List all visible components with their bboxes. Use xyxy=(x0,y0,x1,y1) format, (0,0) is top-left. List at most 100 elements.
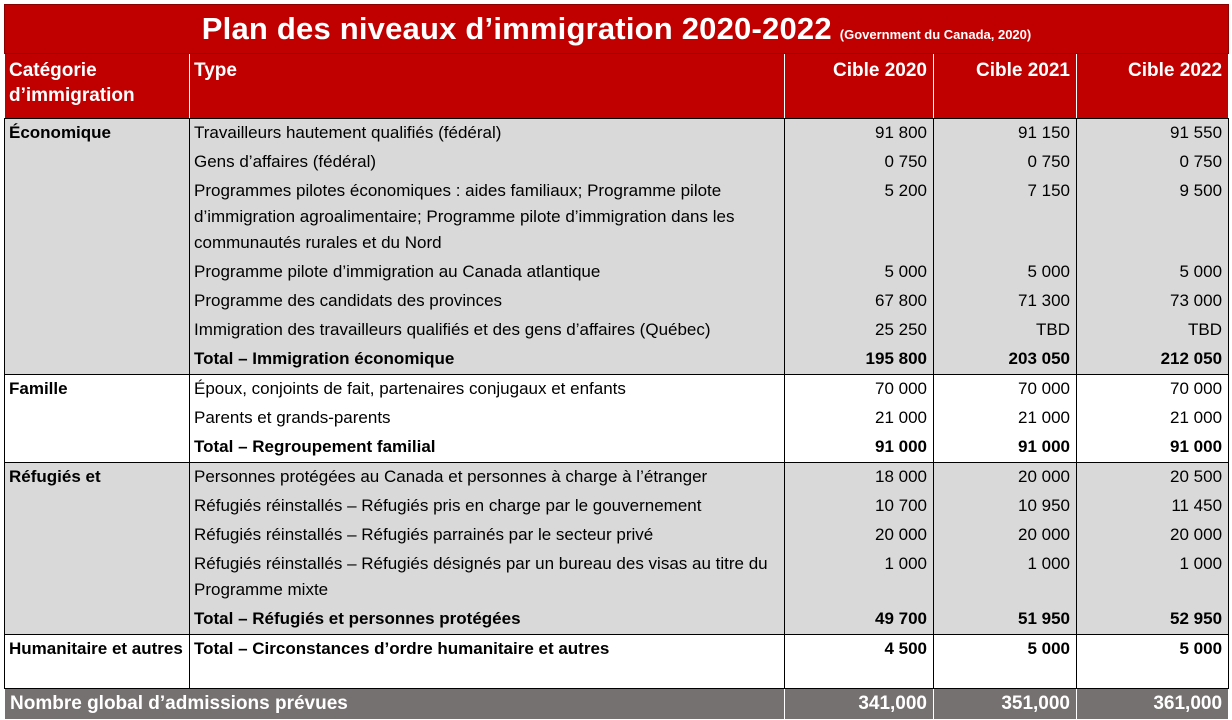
table-row: Réfugiés et Personnes protégées au Canad… xyxy=(4,462,1230,635)
value-2021: 71 300 xyxy=(933,287,1077,316)
category-cell: Réfugiés et xyxy=(4,462,190,635)
type-cell: Réfugiés réinstallés – Réfugiés pris en … xyxy=(189,492,785,521)
value-2022: 20 500 xyxy=(1075,462,1230,492)
table-row: Programmes pilotes économiques : aides f… xyxy=(5,177,1230,258)
value-2022: 73 000 xyxy=(1075,287,1230,316)
table-row: Programme des candidats des provinces 67… xyxy=(5,287,1230,316)
table-row: Famille Époux, conjoints de fait, parten… xyxy=(4,374,1230,463)
total-label: Total – Regroupement familial xyxy=(189,433,785,463)
type-cell: Personnes protégées au Canada et personn… xyxy=(189,462,785,492)
table-source: (Government du Canada, 2020) xyxy=(839,27,1032,42)
type-cell: Travailleurs hautement qualifiés (fédéra… xyxy=(189,118,785,148)
value-2020: 21 000 xyxy=(784,404,934,433)
value-2021: 20 000 xyxy=(933,521,1077,550)
header-type: Type xyxy=(189,53,785,119)
value-2021: 10 950 xyxy=(933,492,1077,521)
value-2020: 5 000 xyxy=(784,258,934,287)
value-2022: 70 000 xyxy=(1075,374,1230,404)
value-2020: 10 700 xyxy=(784,492,934,521)
total-row: Humanitaire et autres Total – Circonstan… xyxy=(4,634,1230,689)
table-row: Immigration des travailleurs qualifiés e… xyxy=(5,316,1230,345)
header-cible-2021: Cible 2021 xyxy=(933,53,1077,119)
value-2022: 0 750 xyxy=(1075,148,1230,177)
footer-2021: 351,000 xyxy=(933,688,1077,720)
total-2020: 4 500 xyxy=(784,634,934,689)
table-row: Réfugiés réinstallés – Réfugiés désignés… xyxy=(5,550,1230,605)
value-2022: 1 000 xyxy=(1075,550,1230,605)
total-2020: 195 800 xyxy=(784,345,934,375)
type-cell: Parents et grands-parents xyxy=(189,404,785,433)
total-row: Total – Immigration économique 195 800 2… xyxy=(5,345,1230,375)
value-2021: 0 750 xyxy=(933,148,1077,177)
category-cell: Famille xyxy=(4,374,190,463)
value-2020: 20 000 xyxy=(784,521,934,550)
footer-row: Nombre global d’admissions prévues 341,0… xyxy=(4,688,1230,720)
title-row: Plan des niveaux d’immigration 2020-2022… xyxy=(3,4,1230,54)
table-row: Programme pilote d’immigration au Canada… xyxy=(5,258,1230,287)
value-2020: 70 000 xyxy=(784,374,934,404)
value-2021: 5 000 xyxy=(933,258,1077,287)
value-2021: 7 150 xyxy=(933,177,1077,258)
value-2021: 20 000 xyxy=(933,462,1077,492)
type-cell: Réfugiés réinstallés – Réfugiés désignés… xyxy=(189,550,785,605)
value-2021: 21 000 xyxy=(933,404,1077,433)
type-cell: Programme pilote d’immigration au Canada… xyxy=(189,258,785,287)
value-2020: 5 200 xyxy=(784,177,934,258)
table-title: Plan des niveaux d’immigration 2020-2022 xyxy=(201,11,832,46)
value-2022: 5 000 xyxy=(1075,258,1230,287)
type-cell: Époux, conjoints de fait, partenaires co… xyxy=(189,374,785,404)
total-2022: 52 950 xyxy=(1075,605,1230,635)
value-2020: 18 000 xyxy=(784,462,934,492)
table-row: Réfugiés réinstallés – Réfugiés parrainé… xyxy=(5,521,1230,550)
immigration-levels-table: Plan des niveaux d’immigration 2020-2022… xyxy=(3,4,1230,720)
value-2022: 20 000 xyxy=(1075,521,1230,550)
total-2022: 5 000 xyxy=(1075,634,1230,689)
type-cell: Immigration des travailleurs qualifiés e… xyxy=(189,316,785,345)
total-2021: 5 000 xyxy=(933,634,1077,689)
footer-2022: 361,000 xyxy=(1075,688,1230,720)
category-cell: Économique xyxy=(4,118,190,375)
value-2022: 91 550 xyxy=(1075,118,1230,148)
total-2020: 49 700 xyxy=(784,605,934,635)
value-2020: 67 800 xyxy=(784,287,934,316)
total-row: Total – Regroupement familial 91 000 91 … xyxy=(5,433,1230,463)
total-2020: 91 000 xyxy=(784,433,934,463)
header-cible-2022: Cible 2022 xyxy=(1075,53,1230,119)
value-2022: 9 500 xyxy=(1075,177,1230,258)
value-2021: 70 000 xyxy=(933,374,1077,404)
title-cell: Plan des niveaux d’immigration 2020-2022… xyxy=(3,4,1230,54)
type-cell: Réfugiés réinstallés – Réfugiés parrainé… xyxy=(189,521,785,550)
type-cell: Programme des candidats des provinces xyxy=(189,287,785,316)
header-row: Catégorie d’immigration Type Cible 2020 … xyxy=(4,53,1230,119)
table-row: Parents et grands-parents 21 000 21 000 … xyxy=(5,404,1230,433)
total-label: Total – Réfugiés et personnes protégées xyxy=(189,605,785,635)
total-2022: 91 000 xyxy=(1075,433,1230,463)
table-row: Gens d’affaires (fédéral) 0 750 0 750 0 … xyxy=(5,148,1230,177)
value-2021: 1 000 xyxy=(933,550,1077,605)
value-2020: 0 750 xyxy=(784,148,934,177)
header-category: Catégorie d’immigration xyxy=(4,53,190,119)
footer-label: Nombre global d’admissions prévues xyxy=(4,688,785,720)
total-2021: 91 000 xyxy=(933,433,1077,463)
total-2021: 51 950 xyxy=(933,605,1077,635)
header-cible-2020: Cible 2020 xyxy=(784,53,934,119)
total-2022: 212 050 xyxy=(1075,345,1230,375)
value-2022: 21 000 xyxy=(1075,404,1230,433)
type-cell: Programmes pilotes économiques : aides f… xyxy=(189,177,785,258)
value-2020: 1 000 xyxy=(784,550,934,605)
total-label: Total – Immigration économique xyxy=(189,345,785,375)
footer-2020: 341,000 xyxy=(784,688,934,720)
immigration-levels-table-container: Plan des niveaux d’immigration 2020-2022… xyxy=(3,4,1230,720)
category-cell: Humanitaire et autres xyxy=(4,634,190,689)
value-2020: 91 800 xyxy=(784,118,934,148)
table-row: Réfugiés réinstallés – Réfugiés pris en … xyxy=(5,492,1230,521)
value-2022: TBD xyxy=(1075,316,1230,345)
type-cell: Gens d’affaires (fédéral) xyxy=(189,148,785,177)
value-2021: TBD xyxy=(933,316,1077,345)
total-2021: 203 050 xyxy=(933,345,1077,375)
total-row: Total – Réfugiés et personnes protégées … xyxy=(5,605,1230,635)
total-label: Total – Circonstances d’ordre humanitair… xyxy=(189,634,785,689)
table-row: Économique Travailleurs hautement qualif… xyxy=(4,118,1230,375)
value-2020: 25 250 xyxy=(784,316,934,345)
value-2021: 91 150 xyxy=(933,118,1077,148)
